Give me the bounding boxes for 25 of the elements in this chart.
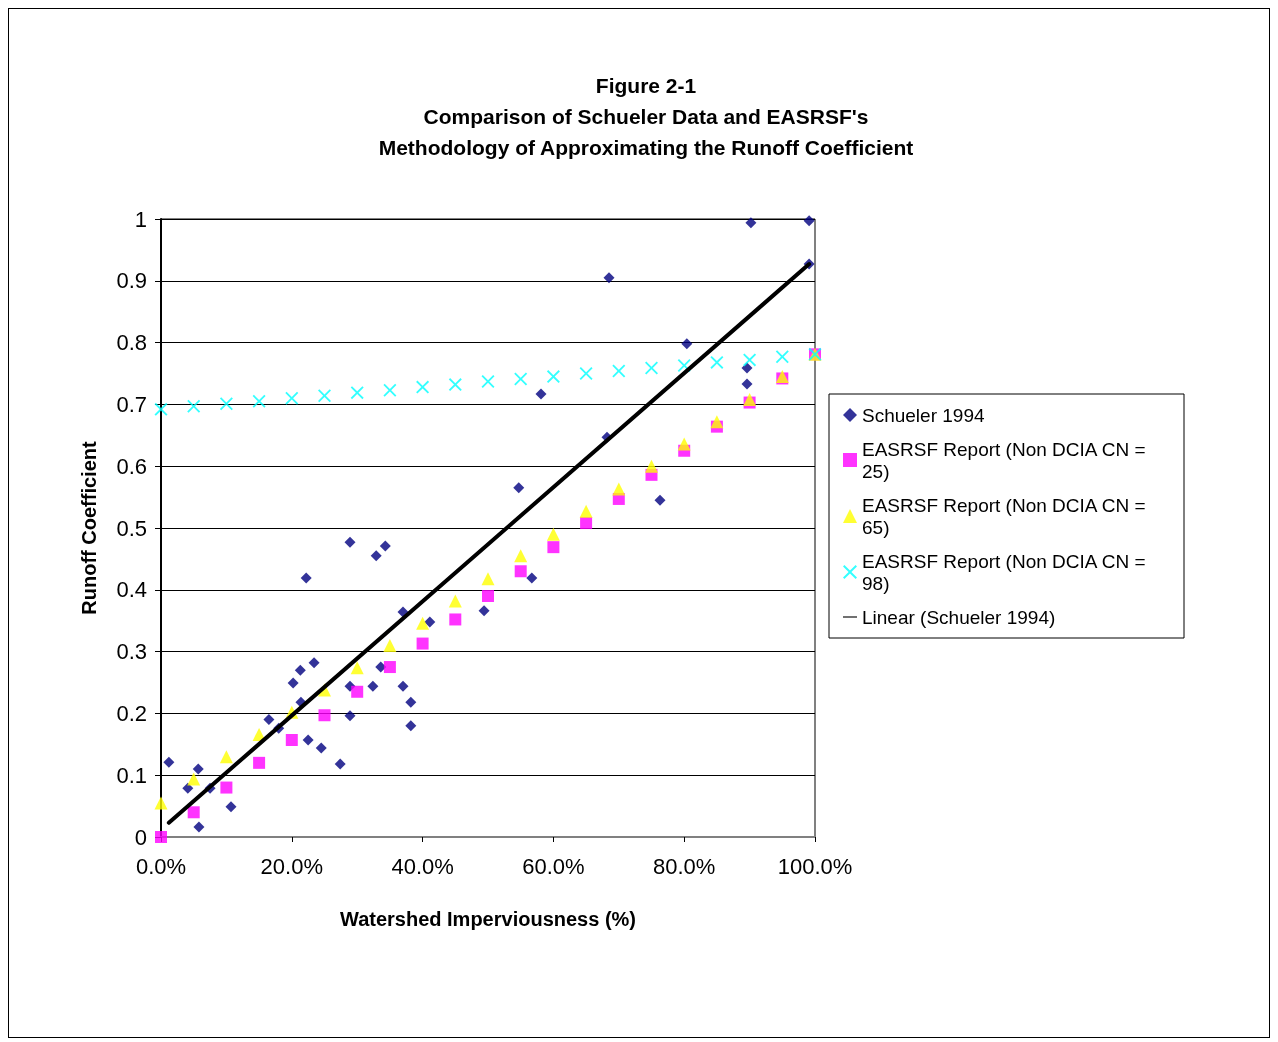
y-tick-label: 0.9 (116, 268, 147, 294)
y-tick-label: 0.5 (116, 515, 147, 541)
x-tick-label: 20.0% (260, 853, 323, 879)
y-tick-label: 0.4 (116, 577, 147, 603)
legend-label: EASRSF Report (Non DCIA CN = 25) (862, 438, 1151, 482)
x-tick-label: 60.0% (522, 853, 585, 879)
legend-label: Schueler 1994 (862, 404, 985, 426)
y-tick-label: 1 (134, 206, 147, 232)
y-tick-label: 0.7 (116, 391, 147, 417)
x-axis-title: Watershed Imperviousness (%) (339, 908, 637, 930)
x-tick-label: 100.0% (777, 853, 853, 879)
y-tick-label: 0.2 (116, 700, 147, 726)
x-tick-label: 0.0% (135, 853, 187, 879)
y-tick-label: 0.8 (116, 330, 147, 356)
legend-label: Linear (Schueler 1994) (862, 606, 1056, 628)
y-tick-label: 0.1 (116, 762, 147, 788)
y-tick-label: 0 (134, 824, 147, 850)
chart-title: Figure 2-1 Comparison of Schueler Data and EASRSF's Methodology of Approximating the Runoff Coefficient (378, 74, 914, 159)
legend-label: EASRSF Report (Non DCIA CN = 98) (862, 550, 1151, 594)
y-tick-label: 0.6 (116, 453, 147, 479)
x-tick-label: 80.0% (653, 853, 716, 879)
x-tick-label: 40.0% (391, 853, 454, 879)
y-tick-label: 0.3 (116, 639, 147, 665)
legend-label: EASRSF Report (Non DCIA CN = 65) (862, 494, 1151, 538)
y-axis-title: Runoff Coefficient (78, 441, 100, 615)
